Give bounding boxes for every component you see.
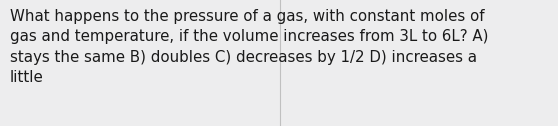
Text: What happens to the pressure of a gas, with constant moles of
gas and temperatur: What happens to the pressure of a gas, w… xyxy=(10,9,489,85)
